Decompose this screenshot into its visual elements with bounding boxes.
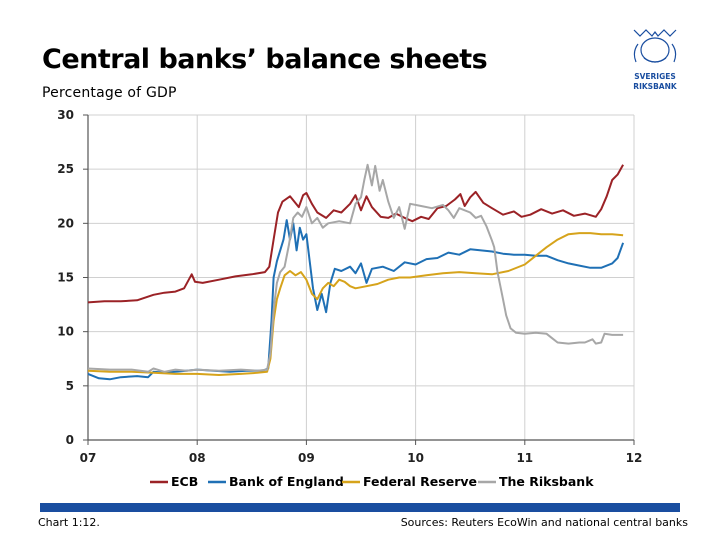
x-tick-label: 12 xyxy=(626,451,643,465)
series-line-the-riksbank xyxy=(87,163,624,373)
logo-text-line2: RIKSBANK xyxy=(633,82,678,91)
series-line-ecb xyxy=(87,164,624,304)
y-tick-label: 30 xyxy=(57,108,74,122)
chart-number: Chart 1:12. xyxy=(38,516,100,529)
x-tick-label: 09 xyxy=(298,451,315,465)
x-tick-label: 07 xyxy=(80,451,97,465)
source-note: Sources: Reuters EcoWin and national cen… xyxy=(400,516,688,529)
legend-label: ECB xyxy=(171,474,198,489)
chart-subtitle: Percentage of GDP xyxy=(42,85,177,101)
y-tick-label: 15 xyxy=(57,271,74,285)
legend-label: Federal Reserve xyxy=(363,474,477,489)
chart-title: Central banks’ balance sheets xyxy=(42,44,488,75)
crown-icon xyxy=(633,29,677,37)
x-tick-label: 10 xyxy=(407,451,424,465)
footer-bar xyxy=(40,503,680,512)
x-tick-label: 08 xyxy=(189,451,206,465)
y-tick-label: 10 xyxy=(57,325,74,339)
series-line-federal-reserve xyxy=(87,232,624,376)
y-tick-label: 5 xyxy=(66,379,74,393)
y-tick-label: 25 xyxy=(57,162,74,176)
x-tick-label: 11 xyxy=(516,451,533,465)
series-line-bank-of-england xyxy=(87,219,625,381)
y-tick-label: 20 xyxy=(57,216,74,230)
legend-label: Bank of England xyxy=(229,474,344,489)
logo-text-line1: SVERIGES xyxy=(634,72,676,81)
legend-label: The Riksbank xyxy=(499,474,594,489)
riksbank-logo: SVERIGES RIKSBANK xyxy=(633,29,678,91)
y-tick-label: 0 xyxy=(66,433,74,447)
